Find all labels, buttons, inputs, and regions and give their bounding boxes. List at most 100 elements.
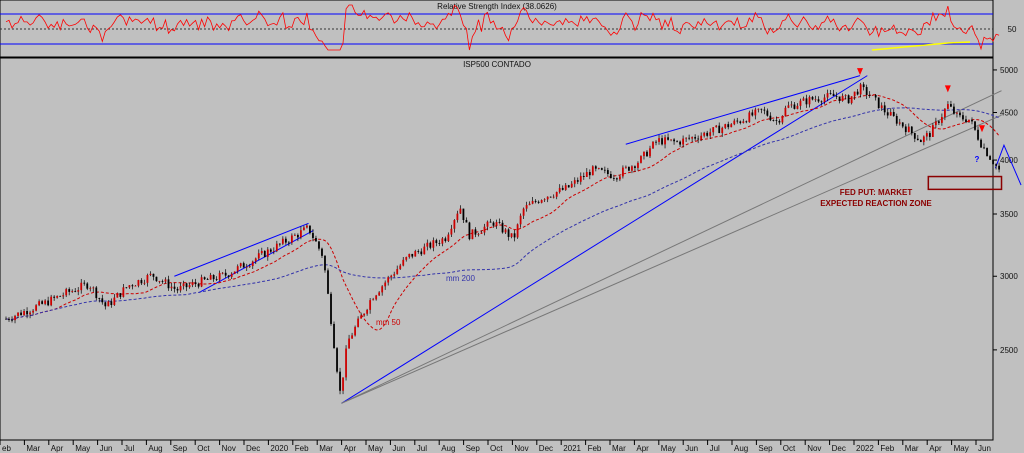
question-mark: ? [975,155,980,164]
candle-body [212,274,215,280]
candle-body [919,140,922,143]
red-arrow-mark [944,85,951,93]
rsi-line [5,4,1000,51]
x-tick-label: 2021 [563,444,581,453]
candle-body [507,229,510,237]
candle-body [531,200,534,204]
candle-body [799,100,802,106]
candle-body [11,319,13,321]
candle-body [543,199,546,201]
candle-body [227,275,230,277]
candle-body [727,124,730,128]
candle-body [631,166,633,171]
x-tick-label: Mar [26,444,40,453]
candle-body [215,279,218,281]
x-tick-label: Sep [758,444,773,453]
candle-body [402,259,405,266]
y-tick-label: 3500 [1000,210,1018,219]
candle-body [980,139,982,148]
candle-body [233,271,236,274]
candle-body [194,282,197,285]
candle-body [480,232,483,234]
candle-body [209,274,212,280]
ma-50-line [5,94,1000,331]
candle-body [670,139,672,141]
candle-body [269,249,272,252]
candle-body [474,229,477,235]
ma-50-label: mm 50 [376,318,401,327]
x-tick-label: Jul [417,444,427,453]
candle-body [838,96,841,102]
candle-body [32,310,34,313]
x-tick-label: Apr [51,444,64,453]
candle-body [844,95,847,97]
candle-body [989,156,991,160]
candle-body [77,290,80,292]
candle-body [257,253,260,259]
candle-body [263,250,266,257]
candles [5,82,1000,395]
x-tick-label: Oct [490,444,503,453]
trendline-grey-lower [341,114,1002,404]
candle-body [652,141,654,149]
candle-body [947,104,949,109]
reaction-zone-box [927,175,1003,191]
candle-body [898,122,901,124]
candle-body [745,121,748,123]
rsi-trendline-end [947,41,971,44]
candle-body [429,242,432,248]
candle-body [242,263,245,268]
candle-body [284,238,287,243]
x-tick-label: Dec [539,444,553,453]
candle-body [417,251,420,252]
x-axis: eb Mar Apr May Jun Jul Aug Sep Oct Nov Dec 2020 Feb M… [0,440,991,453]
candle-body [673,139,675,142]
candle-body [925,133,928,137]
x-tick-label: 2020 [270,444,288,453]
candle-body [83,282,86,284]
y-tick-label: 3000 [1000,272,1018,281]
candle-body [501,222,504,233]
candle-body [92,287,95,289]
candle-body [372,299,375,301]
candle-body [612,178,615,179]
candle-body [462,208,465,221]
candle-body [170,286,173,289]
x-tick-label: Feb [295,444,309,453]
candle-body [715,125,718,128]
candle-body [387,277,390,283]
candle-body [128,285,131,288]
candle-body [658,138,660,142]
candle-body [495,222,498,226]
candle-body [309,225,311,234]
candle-body [107,301,110,307]
candle-body [378,292,381,296]
rsi-trendline [871,42,949,51]
candle-body [89,288,92,289]
candle-body [579,176,582,182]
x-tick-label: Apr [636,444,649,453]
candle-body [615,178,618,180]
x-tick-label: Nov [222,444,236,453]
candle-body [218,272,221,280]
candle-body [293,234,296,236]
candle-body [546,196,549,200]
candle-body [534,200,537,202]
candle-body [375,295,378,300]
candle-body [904,126,907,133]
fed-put-label-1: FED PUT: MARKET [840,188,913,197]
candle-body [113,297,116,305]
candle-body [248,266,251,267]
candle-body [149,273,152,275]
candle-body [68,289,71,292]
candle-body [516,224,519,238]
candle-body [992,159,994,165]
candle-body [622,167,624,177]
rsi-series [5,4,1000,51]
candle-body [968,119,970,123]
candle-body [564,185,567,190]
candle-body [41,301,44,304]
candle-body [811,96,814,100]
candle-body [922,136,925,143]
